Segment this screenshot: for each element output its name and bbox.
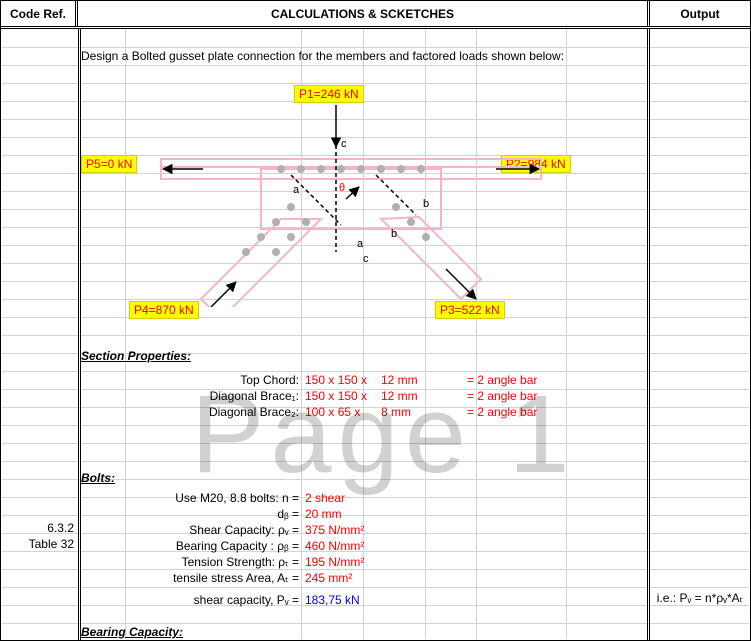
bolts-heading: Bolts: xyxy=(81,471,115,485)
brace1-note: = 2 angle bar xyxy=(467,389,537,403)
brace1-dim: 150 x 150 x xyxy=(305,389,367,403)
bolts-db: 20 mm xyxy=(305,507,342,521)
diagram-label-c-top: c xyxy=(341,138,347,150)
bolts-db-label: dᵦ = xyxy=(81,507,299,521)
bolts-shear: 375 N/mm² xyxy=(305,523,364,537)
top-chord-label: Top Chord: xyxy=(81,373,299,387)
section-properties-heading: Section Properties: xyxy=(81,349,191,363)
diagram-label-c-bot: c xyxy=(363,253,369,265)
code-ref-2: Table 32 xyxy=(1,537,74,551)
load-p5: P5=0 kN xyxy=(81,155,137,173)
brace1-label: Diagonal Brace₁: xyxy=(81,389,299,403)
pv-formula: i.e.: Pᵥ = n*ρᵥ*Aₜ xyxy=(650,591,750,605)
main-content: Design a Bolted gusset plate connection … xyxy=(81,31,647,640)
header-calcs: CALCULATIONS & SCKETCHES xyxy=(78,1,650,26)
diagram-label-a2: a xyxy=(357,238,364,250)
diagram-label-b2: b xyxy=(391,228,397,240)
brace2-label: Diagonal Brace₂: xyxy=(81,405,299,419)
bolts-n: 2 shear xyxy=(305,491,345,505)
diagram-label-b: b xyxy=(423,198,429,210)
diagram-label-a: a xyxy=(293,184,300,196)
brace2-note: = 2 angle bar xyxy=(467,405,537,419)
gusset-diagram: a b c a b c θ xyxy=(141,87,561,307)
header-code-ref: Code Ref. xyxy=(1,1,78,26)
bolts-tension: 195 N/mm² xyxy=(305,555,364,569)
bolts-bearing: 460 N/mm² xyxy=(305,539,364,553)
bearing-capacity-heading: Bearing Capacity: xyxy=(81,625,183,639)
brace1-thk: 12 mm xyxy=(381,389,418,403)
worksheet: Code Ref. CALCULATIONS & SCKETCHES Outpu… xyxy=(0,0,751,641)
brace2-dim: 100 x 65 x xyxy=(305,405,360,419)
bolts-pv-label: shear capacity, Pᵥ = xyxy=(81,593,299,607)
bolts-tension-label: Tension Strength: ρₜ = xyxy=(81,555,299,569)
bolts-use-label: Use M20, 8.8 bolts: n = xyxy=(81,491,299,505)
bolts-area-label: tensile stress Area, Aₜ = xyxy=(81,571,299,585)
output-column: i.e.: Pᵥ = n*ρᵥ*Aₜ xyxy=(650,29,750,640)
diagram-label-theta: θ xyxy=(339,182,345,194)
bolts-area: 245 mm² xyxy=(305,571,352,585)
top-chord-dim: 150 x 150 x xyxy=(305,373,367,387)
header-output: Output xyxy=(650,1,750,26)
top-chord-note: = 2 angle bar xyxy=(467,373,537,387)
bolts-bearing-label: Bearing Capacity : ρᵦ = xyxy=(81,539,299,553)
problem-description: Design a Bolted gusset plate connection … xyxy=(81,49,564,63)
bolts-shear-label: Shear Capacity: ρᵥ = xyxy=(81,523,299,537)
brace2-thk: 8 mm xyxy=(381,405,411,419)
bolts-pv: 183,75 kN xyxy=(305,593,360,607)
header-row: Code Ref. CALCULATIONS & SCKETCHES Outpu… xyxy=(1,1,750,29)
top-chord-thk: 12 mm xyxy=(381,373,418,387)
code-ref-column: 6.3.2 Table 32 xyxy=(1,29,78,640)
code-ref-1: 6.3.2 xyxy=(1,521,74,535)
